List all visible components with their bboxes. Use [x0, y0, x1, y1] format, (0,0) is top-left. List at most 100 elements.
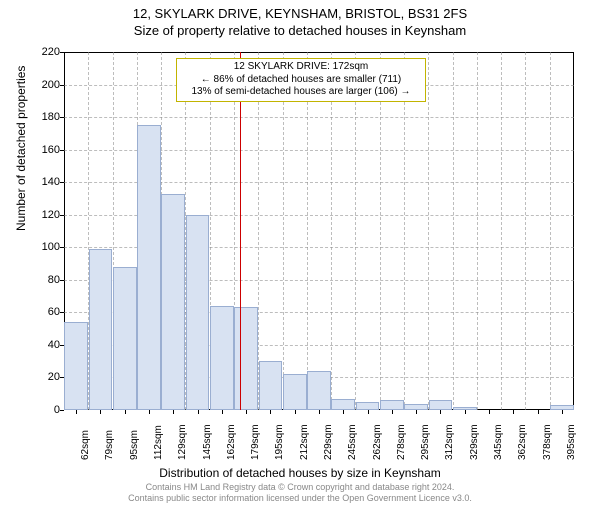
x-tick-label: 378sqm — [542, 412, 544, 460]
y-tick-mark — [60, 247, 64, 248]
x-tick-label: 395sqm — [566, 412, 568, 460]
x-tick-label: 262sqm — [372, 412, 374, 460]
y-tick-mark — [60, 280, 64, 281]
x-tick-mark — [440, 410, 441, 414]
histogram-bar — [186, 215, 210, 410]
x-tick-label: 95sqm — [129, 412, 131, 460]
histogram-bar — [161, 194, 185, 410]
histogram-bar — [210, 306, 234, 410]
x-tick-mark — [100, 410, 101, 414]
reference-line — [240, 52, 241, 410]
histogram-bar — [259, 361, 283, 410]
x-tick-label: 79sqm — [104, 412, 106, 460]
grid-line-v — [550, 52, 551, 410]
callout-line2: ← 86% of detached houses are smaller (71… — [183, 74, 419, 87]
page-title-subtitle: Size of property relative to detached ho… — [0, 23, 600, 38]
x-tick-label: 362sqm — [517, 412, 519, 460]
chart-plot-area: 02040608010012014016018020022062sqm79sqm… — [64, 52, 574, 410]
y-tick-mark — [60, 182, 64, 183]
page-title-address: 12, SKYLARK DRIVE, KEYNSHAM, BRISTOL, BS… — [0, 6, 600, 21]
x-tick-mark — [489, 410, 490, 414]
histogram-bar — [331, 399, 355, 410]
x-tick-label: 179sqm — [250, 412, 252, 460]
y-axis-label: Number of detached properties — [14, 66, 28, 231]
x-tick-label: 245sqm — [347, 412, 349, 460]
x-axis-label: Distribution of detached houses by size … — [0, 466, 600, 480]
callout-line3: 13% of semi-detached houses are larger (… — [183, 86, 419, 99]
x-tick-mark — [270, 410, 271, 414]
histogram-bar — [283, 374, 307, 410]
histogram-bar — [429, 400, 453, 410]
x-tick-label: 312sqm — [444, 412, 446, 460]
grid-line-v — [258, 52, 259, 410]
grid-line-v — [283, 52, 284, 410]
y-tick-mark — [60, 215, 64, 216]
y-tick-label: 120 — [34, 209, 60, 221]
histogram-bar — [307, 371, 331, 410]
grid-line-v — [355, 52, 356, 410]
x-tick-mark — [125, 410, 126, 414]
y-tick-label: 40 — [34, 339, 60, 351]
y-tick-mark — [60, 85, 64, 86]
y-tick-label: 200 — [34, 79, 60, 91]
x-tick-label: 229sqm — [323, 412, 325, 460]
grid-line-v — [404, 52, 405, 410]
y-tick-label: 180 — [34, 111, 60, 123]
x-tick-label: 162sqm — [226, 412, 228, 460]
x-tick-mark — [343, 410, 344, 414]
y-tick-label: 100 — [34, 241, 60, 253]
x-tick-label: 212sqm — [299, 412, 301, 460]
x-tick-mark — [465, 410, 466, 414]
grid-line-h — [64, 117, 574, 118]
grid-line-v — [453, 52, 454, 410]
x-tick-mark — [76, 410, 77, 414]
grid-line-v — [477, 52, 478, 410]
histogram-bar — [89, 249, 113, 410]
x-tick-mark — [295, 410, 296, 414]
y-tick-mark — [60, 150, 64, 151]
footer-line1: Contains HM Land Registry data © Crown c… — [0, 482, 600, 493]
x-tick-mark — [562, 410, 563, 414]
x-tick-label: 62sqm — [80, 412, 82, 460]
grid-line-v — [501, 52, 502, 410]
y-tick-label: 60 — [34, 306, 60, 318]
chart-container: 12, SKYLARK DRIVE, KEYNSHAM, BRISTOL, BS… — [0, 6, 600, 506]
x-tick-mark — [538, 410, 539, 414]
x-tick-label: 145sqm — [202, 412, 204, 460]
x-tick-label: 129sqm — [177, 412, 179, 460]
histogram-bar — [234, 307, 258, 410]
x-tick-mark — [222, 410, 223, 414]
histogram-bar — [137, 125, 161, 410]
y-tick-mark — [60, 410, 64, 411]
x-tick-label: 329sqm — [469, 412, 471, 460]
grid-line-v — [331, 52, 332, 410]
footer-line2: Contains public sector information licen… — [0, 493, 600, 504]
y-tick-label: 20 — [34, 371, 60, 383]
y-tick-label: 80 — [34, 274, 60, 286]
y-tick-label: 140 — [34, 176, 60, 188]
x-tick-label: 195sqm — [274, 412, 276, 460]
y-tick-mark — [60, 52, 64, 53]
y-tick-label: 220 — [34, 46, 60, 58]
y-tick-label: 0 — [34, 404, 60, 416]
x-tick-label: 345sqm — [493, 412, 495, 460]
histogram-bar — [113, 267, 137, 410]
grid-line-v — [307, 52, 308, 410]
x-tick-mark — [392, 410, 393, 414]
histogram-bar — [380, 400, 404, 410]
x-tick-mark — [149, 410, 150, 414]
x-tick-mark — [319, 410, 320, 414]
y-tick-mark — [60, 117, 64, 118]
y-tick-label: 160 — [34, 144, 60, 156]
x-tick-mark — [246, 410, 247, 414]
x-tick-label: 278sqm — [396, 412, 398, 460]
x-tick-mark — [368, 410, 369, 414]
x-tick-mark — [416, 410, 417, 414]
x-tick-mark — [198, 410, 199, 414]
x-tick-label: 295sqm — [420, 412, 422, 460]
grid-line-v — [380, 52, 381, 410]
grid-line-v — [428, 52, 429, 410]
x-tick-mark — [513, 410, 514, 414]
footer-attribution: Contains HM Land Registry data © Crown c… — [0, 482, 600, 504]
histogram-bar — [356, 402, 380, 410]
